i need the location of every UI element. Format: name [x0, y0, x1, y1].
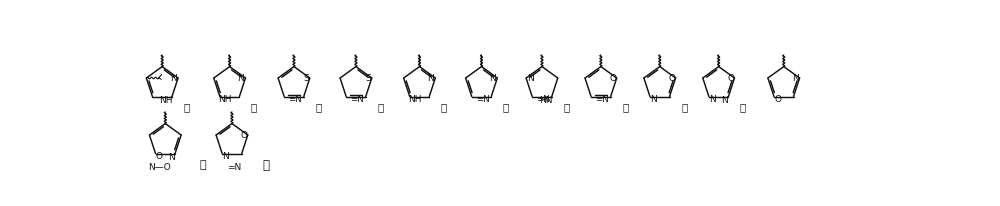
Text: N—O: N—O — [148, 162, 170, 171]
Text: N: N — [489, 74, 496, 82]
Text: N: N — [170, 74, 176, 82]
Text: S: S — [365, 74, 371, 82]
Text: N: N — [721, 96, 728, 105]
Text: O: O — [609, 74, 616, 82]
Text: 、: 、 — [251, 101, 257, 111]
Text: 、: 、 — [740, 101, 746, 111]
Text: =N: =N — [227, 162, 241, 171]
Text: 、: 、 — [503, 101, 509, 111]
Text: 、: 、 — [622, 101, 628, 111]
Text: 、: 、 — [441, 101, 447, 111]
Text: O: O — [156, 152, 163, 160]
Text: 。: 。 — [262, 158, 269, 171]
Text: 、: 、 — [377, 101, 383, 111]
Text: =N: =N — [350, 95, 364, 104]
Text: =N: =N — [288, 95, 302, 104]
Text: N: N — [427, 74, 434, 82]
Text: 、: 、 — [563, 101, 569, 111]
Text: N: N — [223, 152, 229, 160]
Text: O: O — [774, 95, 781, 104]
Text: 、: 、 — [183, 101, 190, 111]
Text: O: O — [668, 74, 675, 82]
Text: HN: HN — [539, 95, 553, 104]
Text: N: N — [527, 74, 534, 82]
Text: N: N — [650, 95, 657, 104]
Text: 、: 、 — [681, 101, 687, 111]
Text: N: N — [793, 74, 799, 82]
Text: NH: NH — [408, 95, 422, 103]
Text: N: N — [709, 95, 716, 104]
Text: =N: =N — [595, 95, 609, 104]
Text: S: S — [303, 74, 309, 82]
Text: =N: =N — [536, 95, 550, 104]
Text: 、: 、 — [315, 101, 321, 111]
Text: N: N — [237, 74, 244, 82]
Text: NH: NH — [219, 95, 232, 103]
Text: 或: 或 — [199, 160, 206, 170]
Text: O: O — [727, 74, 734, 82]
Text: N: N — [168, 152, 175, 161]
Text: O: O — [241, 130, 248, 139]
Text: NH: NH — [159, 96, 173, 104]
Text: =N: =N — [476, 95, 490, 104]
